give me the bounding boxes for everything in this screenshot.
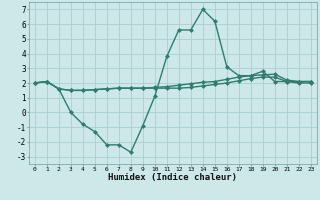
X-axis label: Humidex (Indice chaleur): Humidex (Indice chaleur): [108, 173, 237, 182]
